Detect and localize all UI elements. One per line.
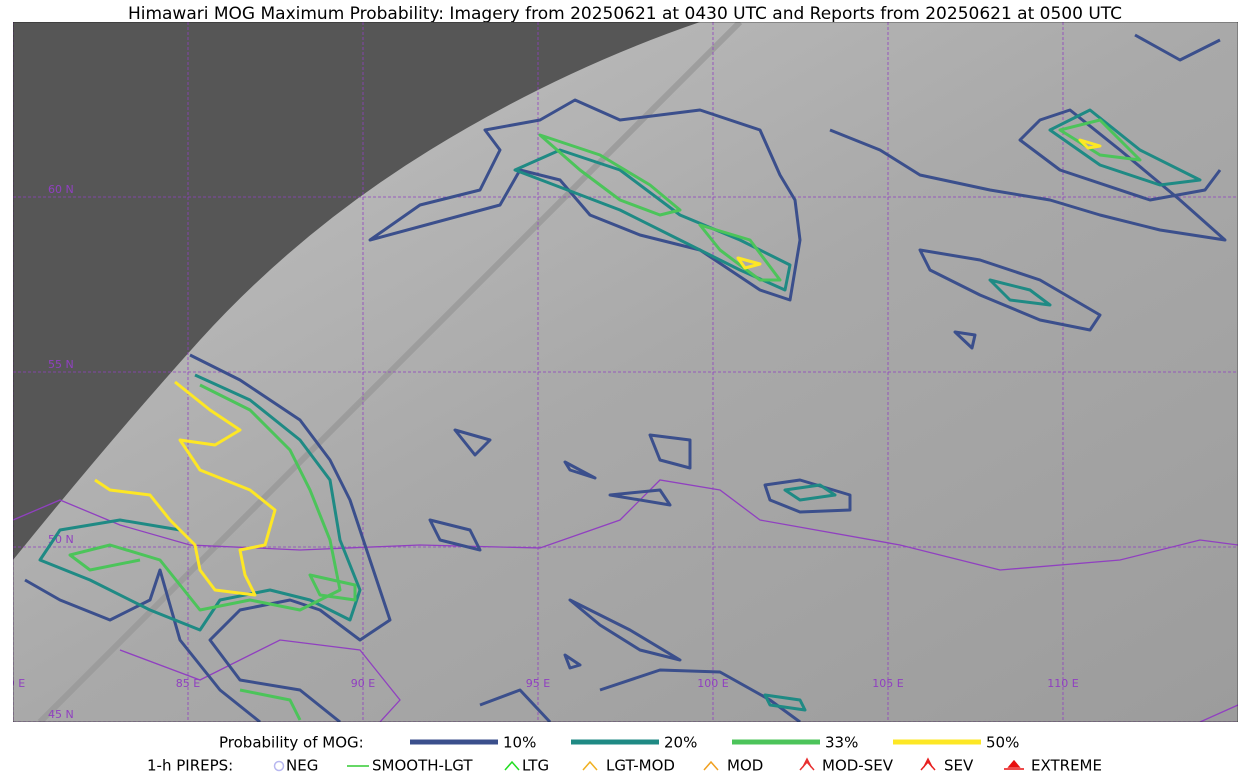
pirep-symbol xyxy=(273,760,285,772)
pirep-symbol xyxy=(1004,759,1024,770)
map: 60 N55 N50 N45 N80 E 85 E 90 E 95 E 100 E 105… xyxy=(1,22,1238,722)
pirep-item: SEV xyxy=(944,757,974,775)
legend-item: 20% xyxy=(664,734,697,752)
lon-label: 100 E xyxy=(697,677,728,690)
pirep-item: LTG xyxy=(522,757,549,775)
lat-label: 55 N xyxy=(48,358,74,371)
graticule: 60 N55 N50 N45 N80 E 85 E 90 E 95 E 100 E 105… xyxy=(1,22,1238,722)
pirep-item: MOD xyxy=(727,757,763,775)
lon-label: 80 E xyxy=(1,677,25,690)
lon-label: 85 E xyxy=(176,677,200,690)
legend-item: 33% xyxy=(825,734,858,752)
pirep-item: LGT-MOD xyxy=(606,757,675,775)
legend: Probability of MOG: 10% 20% 33% 50% 1-h PIREP… xyxy=(147,734,1102,775)
pirep-item: MOD-SEV xyxy=(822,757,894,775)
lon-label: 110 E xyxy=(1047,677,1078,690)
legend-label: Probability of MOG: xyxy=(219,734,364,752)
lon-label: 90 E xyxy=(351,677,375,690)
lat-label: 45 N xyxy=(48,708,74,721)
lon-label: 105 E xyxy=(872,677,903,690)
pirep-symbol xyxy=(504,760,520,771)
pirep-symbol xyxy=(799,757,815,771)
pirep-item: NEG xyxy=(286,757,318,775)
pirep-symbol xyxy=(920,757,936,771)
title: Himawari MOG Maximum Probability: Imager… xyxy=(128,4,1122,24)
space-region xyxy=(13,22,700,560)
legend-item: 50% xyxy=(986,734,1019,752)
lon-label: 95 E xyxy=(526,677,550,690)
contour-10 xyxy=(24,33,1227,722)
legend-item: 10% xyxy=(503,734,536,752)
lat-label: 60 N xyxy=(48,183,74,196)
legend-label: 1-h PIREPS: xyxy=(147,757,233,775)
contour-50 xyxy=(94,138,1102,597)
contour-20 xyxy=(38,108,1202,712)
pirep-symbol xyxy=(582,760,598,771)
pirep-item: SMOOTH-LGT xyxy=(372,757,473,775)
pirep-symbol xyxy=(703,760,719,771)
pirep-item: EXTREME xyxy=(1031,757,1102,775)
